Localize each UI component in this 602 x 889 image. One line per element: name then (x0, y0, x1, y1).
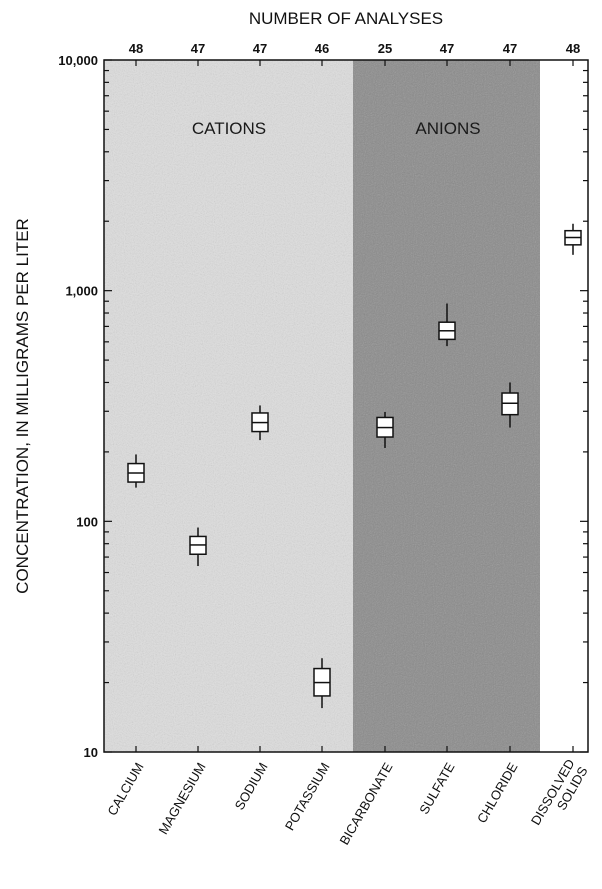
group-label-cations: CATIONS (192, 119, 266, 138)
analysis-count-label: 48 (129, 41, 143, 56)
y-tick-label: 1,000 (65, 284, 98, 299)
boxes (127, 223, 582, 709)
y-tick-label: 10,000 (58, 53, 98, 68)
group-label-anions: ANIONS (415, 119, 480, 138)
y-tick-label: 100 (76, 514, 98, 529)
analysis-count-label: 47 (253, 41, 267, 56)
box-bicarbonate (376, 411, 394, 448)
top-axis-title: NUMBER OF ANALYSES (249, 9, 443, 28)
top-axis-count-labels: 48 47 47 46 25 47 47 48 (129, 41, 580, 56)
box-calcium (127, 454, 145, 488)
y-tick-label: 10 (84, 745, 98, 760)
box-chloride (501, 382, 519, 428)
category-label: CHLORIDE (474, 760, 521, 826)
category-label: CALCIUM (104, 760, 146, 818)
y-axis-ticks (104, 59, 588, 753)
category-label: MAGNESIUM (156, 760, 209, 837)
plot-frame (103, 59, 589, 753)
box-sulfate (438, 303, 456, 347)
top-axis-ticks (135, 60, 574, 752)
category-label: SULFATE (416, 760, 458, 817)
category-label: POTASSIUM (282, 760, 333, 833)
box-dissolved (564, 223, 582, 255)
analysis-count-label: 47 (503, 41, 517, 56)
category-label: BICARBONATE (336, 760, 395, 848)
box-potassium (313, 658, 331, 709)
analysis-count-label: 47 (440, 41, 454, 56)
analysis-count-label: 46 (315, 41, 329, 56)
box-sodium (251, 405, 269, 441)
analysis-count-label: 25 (378, 41, 392, 56)
box-magnesium (189, 527, 207, 567)
analysis-count-label: 47 (191, 41, 205, 56)
group-band-texture-cations (104, 60, 353, 752)
analysis-count-label: 48 (566, 41, 580, 56)
category-label: SODIUM (232, 760, 271, 813)
group-labels: CATIONS ANIONS (192, 119, 481, 138)
y-axis-tick-labels: 10 100 1,000 10,000 (58, 53, 98, 760)
y-axis-title: CONCENTRATION, IN MILLIGRAMS PER LITER (13, 218, 32, 594)
category-labels: CALCIUM MAGNESIUM SODIUM POTASSIUM BICARBONA… (104, 756, 591, 848)
group-bands (104, 60, 540, 752)
category-label: DISSOLVEDSOLIDS (528, 756, 591, 835)
